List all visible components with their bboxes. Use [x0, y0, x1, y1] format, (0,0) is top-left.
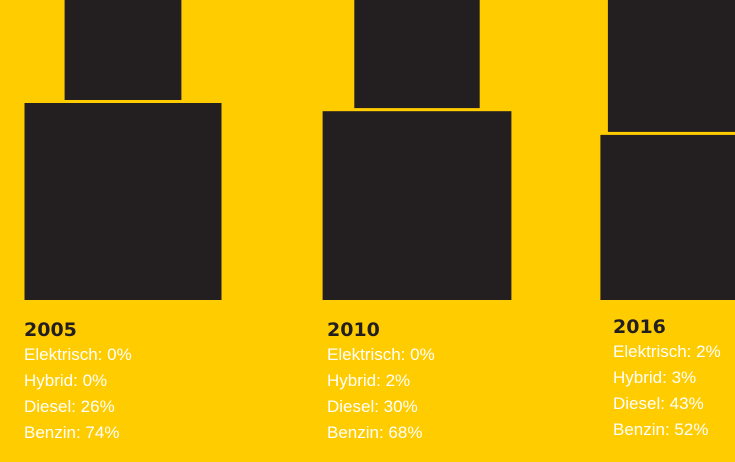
diesel-label: Diesel: 43%: [613, 394, 704, 413]
year-label: 2005: [24, 319, 77, 341]
hybrid-label: Hybrid: 3%: [613, 368, 697, 387]
column-label-2010: 2010 Elektrisch: 0% Hybrid: 2% Diesel: 3…: [327, 318, 527, 446]
benzin-label: Benzin: 52%: [613, 420, 709, 439]
elektrisch-label: Elektrisch: 0%: [327, 345, 435, 364]
year-label: 2016: [613, 316, 666, 338]
benzin-label: Benzin: 74%: [24, 423, 120, 442]
year-label: 2010: [327, 319, 380, 341]
hybrid-label: Hybrid: 0%: [24, 371, 108, 390]
elektrisch-label: Elektrisch: 0%: [24, 345, 132, 364]
hybrid-label: Hybrid: 2%: [327, 371, 411, 390]
column-label-2016: 2016 Elektrisch: 2% Hybrid: 3% Diesel: 4…: [613, 315, 735, 443]
benzin-label: Benzin: 68%: [327, 423, 423, 442]
column-label-2005: 2005 Elektrisch: 0% Hybrid: 0% Diesel: 2…: [24, 318, 224, 446]
square-benzin-2005: [24, 103, 222, 300]
square-diesel-2016: [607, 0, 735, 132]
diesel-label: Diesel: 26%: [24, 397, 115, 416]
elektrisch-label: Elektrisch: 2%: [613, 342, 721, 361]
square-benzin-2016: [600, 134, 735, 300]
square-diesel-2005: [64, 0, 182, 101]
square-benzin-2010: [322, 111, 512, 300]
square-diesel-2010: [354, 0, 480, 109]
diesel-label: Diesel: 30%: [327, 397, 418, 416]
